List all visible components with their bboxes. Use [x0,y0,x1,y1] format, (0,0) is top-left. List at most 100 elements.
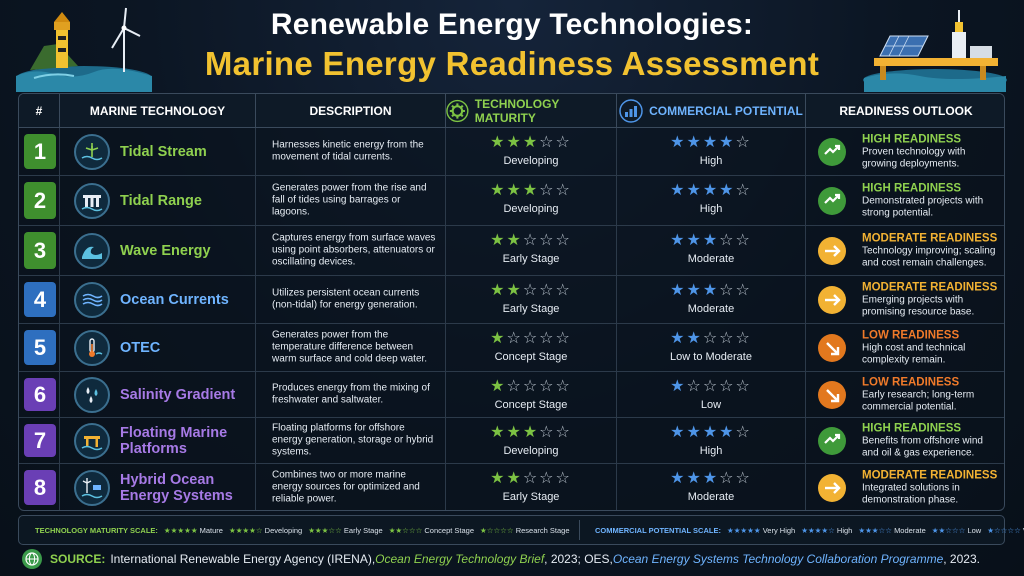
maturity-star: ☆ [539,330,556,347]
readiness-up-arrow-icon [818,426,846,455]
num-cell: 8 [19,464,60,510]
commercial-star: ☆ [702,330,720,347]
commercial-star: ☆ [735,232,752,249]
tech-name: Hybrid Ocean Energy Systems [120,471,233,504]
outlook-level: HIGH READINESS [862,182,962,194]
table-row: 3 Wave Energy Captures energy from surface… [19,226,1004,276]
table-row: 5 OTEC Generates power from the temperatur… [19,324,1004,372]
maturity-legend-item: ★★★☆☆ Early Stage [308,526,382,535]
readiness-up-arrow-icon [818,186,846,215]
commercial-legend-item: ★☆☆☆☆ Very Low [987,526,1024,535]
maturity-stars: ★★☆☆☆ [446,470,616,488]
maturity-star: ☆ [522,282,540,299]
commercial-star: ☆ [735,134,752,151]
commercial-stars: ★★★☆☆ [617,470,805,488]
outlook-text: MODERATE READINESS Integrated solutions i… [862,469,1002,506]
maturity-rating: ★★★☆☆ Developing [446,182,616,215]
commercial-star: ★ [670,232,687,249]
outlook-level: HIGH READINESS [862,422,962,434]
maturity-stars: ★★☆☆☆ [446,232,616,250]
commercial-star: ☆ [735,330,752,347]
globe-icon [22,549,42,569]
commercial-star: ☆ [719,282,736,299]
outlook-cell: HIGH READINESS Benefits from offshore win… [806,418,1004,463]
maturity-star: ☆ [555,470,572,487]
commercial-rating: ★★★☆☆ Moderate [617,470,805,503]
readiness-right-arrow-icon [818,285,846,314]
col-header-outlook: READINESS OUTLOOK [839,104,973,118]
commercial-legend-item: ★★★★☆ High [801,526,852,535]
commercial-cell: ★★★★☆ High [617,128,806,175]
table-row: 6 Salinity Gradient Produces energy from t… [19,372,1004,418]
commercial-label: Moderate [687,303,735,315]
current-icon [74,281,110,318]
commercial-cell: ★★★☆☆ Moderate [617,464,806,510]
maturity-label: Developing [503,203,559,215]
readiness-right-arrow-icon [818,236,846,265]
source-label: SOURCE: [50,552,106,566]
commercial-star: ★ [670,134,687,151]
tech-name: Ocean Currents [120,291,229,308]
maturity-star: ★ [522,182,540,199]
outlook-level: MODERATE READINESS [862,232,998,244]
source-title2: Ocean Energy Systems Technology Collabor… [612,552,944,566]
outlook-description: Technology improving; scaling and cost r… [862,245,996,268]
commercial-cell: ★★☆☆☆ Low to Moderate [617,324,806,371]
outlook-cell: HIGH READINESS Proven technology with gro… [806,128,1004,175]
commercial-star: ☆ [702,378,720,395]
maturity-rating: ★★☆☆☆ Early Stage [446,232,616,265]
outlook-description: Proven technology with growing deploymen… [862,146,966,169]
commercial-star: ★ [670,378,687,395]
commercial-legend-stars: ★★★☆☆ [858,525,895,535]
outlook-text: HIGH READINESS Demonstrated projects with… [862,182,1002,219]
num-cell: 4 [19,276,60,323]
desc-cell: Captures energy from surface waves using… [256,226,446,275]
desc-cell: Utilizes persistent ocean currents (non-… [256,276,446,323]
commercial-rating: ★★☆☆☆ Low to Moderate [617,330,805,363]
source-part2: , 2023; OES, [544,552,613,566]
maturity-stars: ★☆☆☆☆ [446,378,616,396]
commercial-scale-title: COMMERCIAL POTENTIAL SCALE: [595,525,721,535]
outlook-description: Early research; long-term commercial pot… [862,389,975,412]
commercial-star: ★ [686,282,703,299]
maturity-star: ★ [490,182,507,199]
page-subtitle: Marine Energy Readiness Assessment [204,45,820,82]
tech-cell: Tidal Stream [60,128,256,175]
maturity-star: ☆ [539,470,556,487]
maturity-star: ☆ [522,330,540,347]
tech-name: Floating Marine Platforms [120,424,228,457]
commercial-stars: ★☆☆☆☆ [617,378,805,396]
readiness-down-arrow-icon [818,380,846,409]
outlook-text: LOW READINESS High cost and technical com… [862,329,1002,366]
maturity-star: ☆ [555,282,572,299]
maturity-legend-label: Concept Stage [424,525,475,535]
thermometer-icon [74,329,110,366]
commercial-star: ★ [719,182,736,199]
commercial-star: ★ [686,470,703,487]
tech-description: Captures energy from surface waves using… [272,231,436,268]
maturity-cell: ★★☆☆☆ Early Stage [446,276,617,323]
commercial-star: ★ [702,282,720,299]
outlook-level: MODERATE READINESS [862,281,998,293]
maturity-star: ☆ [555,424,572,441]
outlook-level: MODERATE READINESS [862,469,998,481]
tech-name: Salinity Gradient [120,386,236,403]
tech-description: Generates power from the rise and fall o… [272,181,427,218]
maturity-rating: ★★★☆☆ Developing [446,134,616,167]
tech-cell: Floating Marine Platforms [60,418,256,463]
maturity-star: ★ [490,378,507,395]
commercial-rating: ★★★★☆ High [617,134,805,167]
col-header-num: # [19,94,60,128]
maturity-rating: ★★☆☆☆ Early Stage [446,470,616,503]
maturity-star: ★ [490,330,507,347]
solar-platform-icon [863,10,1007,92]
maturity-legend-item: ★★★★★ Mature [164,526,223,535]
maturity-star: ☆ [555,134,572,151]
maturity-label: Developing [503,155,559,167]
tech-name: OTEC [120,339,161,356]
maturity-star: ★ [490,134,507,151]
outlook-text: HIGH READINESS Proven technology with gro… [862,133,1002,170]
col-header-maturity: TECHNOLOGY MATURITY [446,94,617,128]
row-number: 8 [24,470,56,505]
table-row: 8 Hybrid Ocean Energy Systems Combines two… [19,464,1004,510]
